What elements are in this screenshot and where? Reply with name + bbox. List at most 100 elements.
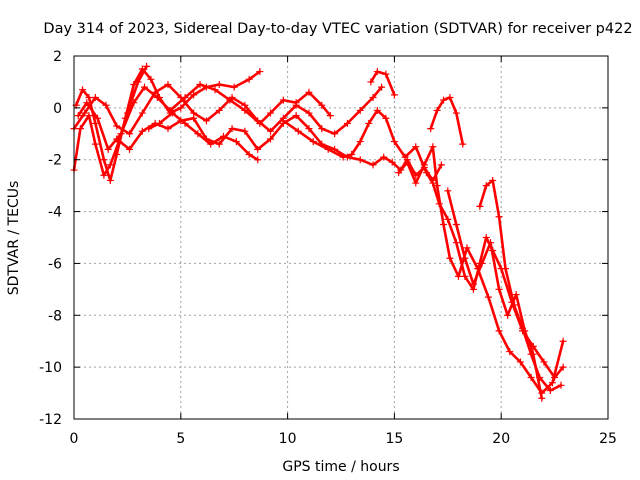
data-point	[215, 106, 223, 114]
data-point	[429, 179, 437, 187]
data-point	[292, 112, 300, 120]
data-point	[83, 99, 91, 107]
data-point	[446, 254, 454, 262]
data-point	[241, 101, 249, 109]
data-point	[339, 153, 347, 161]
series-line	[446, 189, 544, 400]
y-tick-label: 0	[53, 101, 62, 117]
data-point	[444, 187, 452, 195]
data-point	[422, 169, 430, 177]
data-point	[79, 86, 87, 94]
data-point	[446, 93, 454, 101]
data-point	[164, 81, 172, 89]
data-point	[153, 93, 161, 101]
series-arc-10	[427, 93, 467, 148]
data-point	[356, 106, 364, 114]
data-point	[390, 138, 398, 146]
data-point	[164, 125, 172, 133]
data-point	[324, 145, 332, 153]
x-tick-label: 0	[70, 431, 79, 447]
data-point	[85, 112, 93, 120]
data-point	[348, 151, 356, 159]
data-point	[305, 88, 313, 96]
data-point	[463, 244, 471, 252]
data-point	[305, 125, 313, 133]
data-point	[318, 125, 326, 133]
data-point	[267, 109, 275, 117]
data-point	[538, 394, 546, 402]
data-point	[228, 93, 236, 101]
data-point	[81, 109, 89, 117]
data-point	[382, 114, 390, 122]
series-arc-8	[367, 68, 398, 99]
data-point	[356, 138, 364, 146]
data-point	[254, 145, 262, 153]
data-point	[495, 285, 503, 293]
data-point	[181, 119, 189, 127]
data-point	[427, 125, 435, 133]
plot-frame	[73, 55, 609, 420]
data-point	[440, 96, 448, 104]
data-point	[228, 125, 236, 133]
data-point	[437, 161, 445, 169]
data-point	[452, 239, 460, 247]
data-point	[369, 93, 377, 101]
data-point	[489, 176, 497, 184]
data-point	[232, 138, 240, 146]
data-point	[540, 358, 548, 366]
data-point	[113, 135, 121, 143]
data-point	[91, 119, 99, 127]
data-point	[279, 117, 287, 125]
data-point	[378, 83, 386, 91]
y-axis-label: SDTVAR / TECUs	[6, 181, 22, 296]
data-point	[241, 127, 249, 135]
data-point	[100, 156, 108, 164]
data-point	[495, 327, 503, 335]
data-point	[245, 75, 253, 83]
x-tick-label: 10	[279, 431, 297, 447]
data-point	[102, 101, 110, 109]
data-point	[527, 374, 535, 382]
data-point	[461, 254, 469, 262]
data-point	[482, 182, 490, 190]
data-point	[516, 358, 524, 366]
data-point	[420, 161, 428, 169]
series-line	[147, 111, 259, 161]
data-point	[138, 127, 146, 135]
data-point	[487, 239, 495, 247]
data-point	[444, 215, 452, 223]
data-point	[388, 158, 396, 166]
data-point	[373, 106, 381, 114]
data-point	[211, 86, 219, 94]
data-point	[117, 130, 125, 138]
data-point	[506, 348, 514, 356]
data-point	[395, 169, 403, 177]
data-point	[305, 109, 313, 117]
data-point	[104, 145, 112, 153]
data-point	[482, 234, 490, 241]
data-point	[155, 119, 163, 127]
data-point	[145, 125, 153, 133]
data-point	[557, 381, 565, 389]
data-point	[130, 81, 138, 89]
x-tick-label: 25	[599, 431, 617, 447]
data-point	[256, 68, 264, 76]
data-point	[559, 337, 567, 345]
data-point	[177, 93, 185, 101]
data-point	[254, 156, 262, 164]
data-point	[138, 65, 146, 73]
data-point	[484, 293, 492, 301]
data-point	[452, 109, 460, 117]
data-point	[559, 363, 567, 371]
data-point	[130, 99, 138, 107]
data-point	[147, 75, 155, 83]
data-point	[412, 143, 420, 151]
data-point	[380, 153, 388, 161]
data-point	[326, 112, 334, 120]
data-point	[190, 91, 198, 99]
data-point	[126, 145, 134, 153]
data-point	[454, 272, 462, 280]
